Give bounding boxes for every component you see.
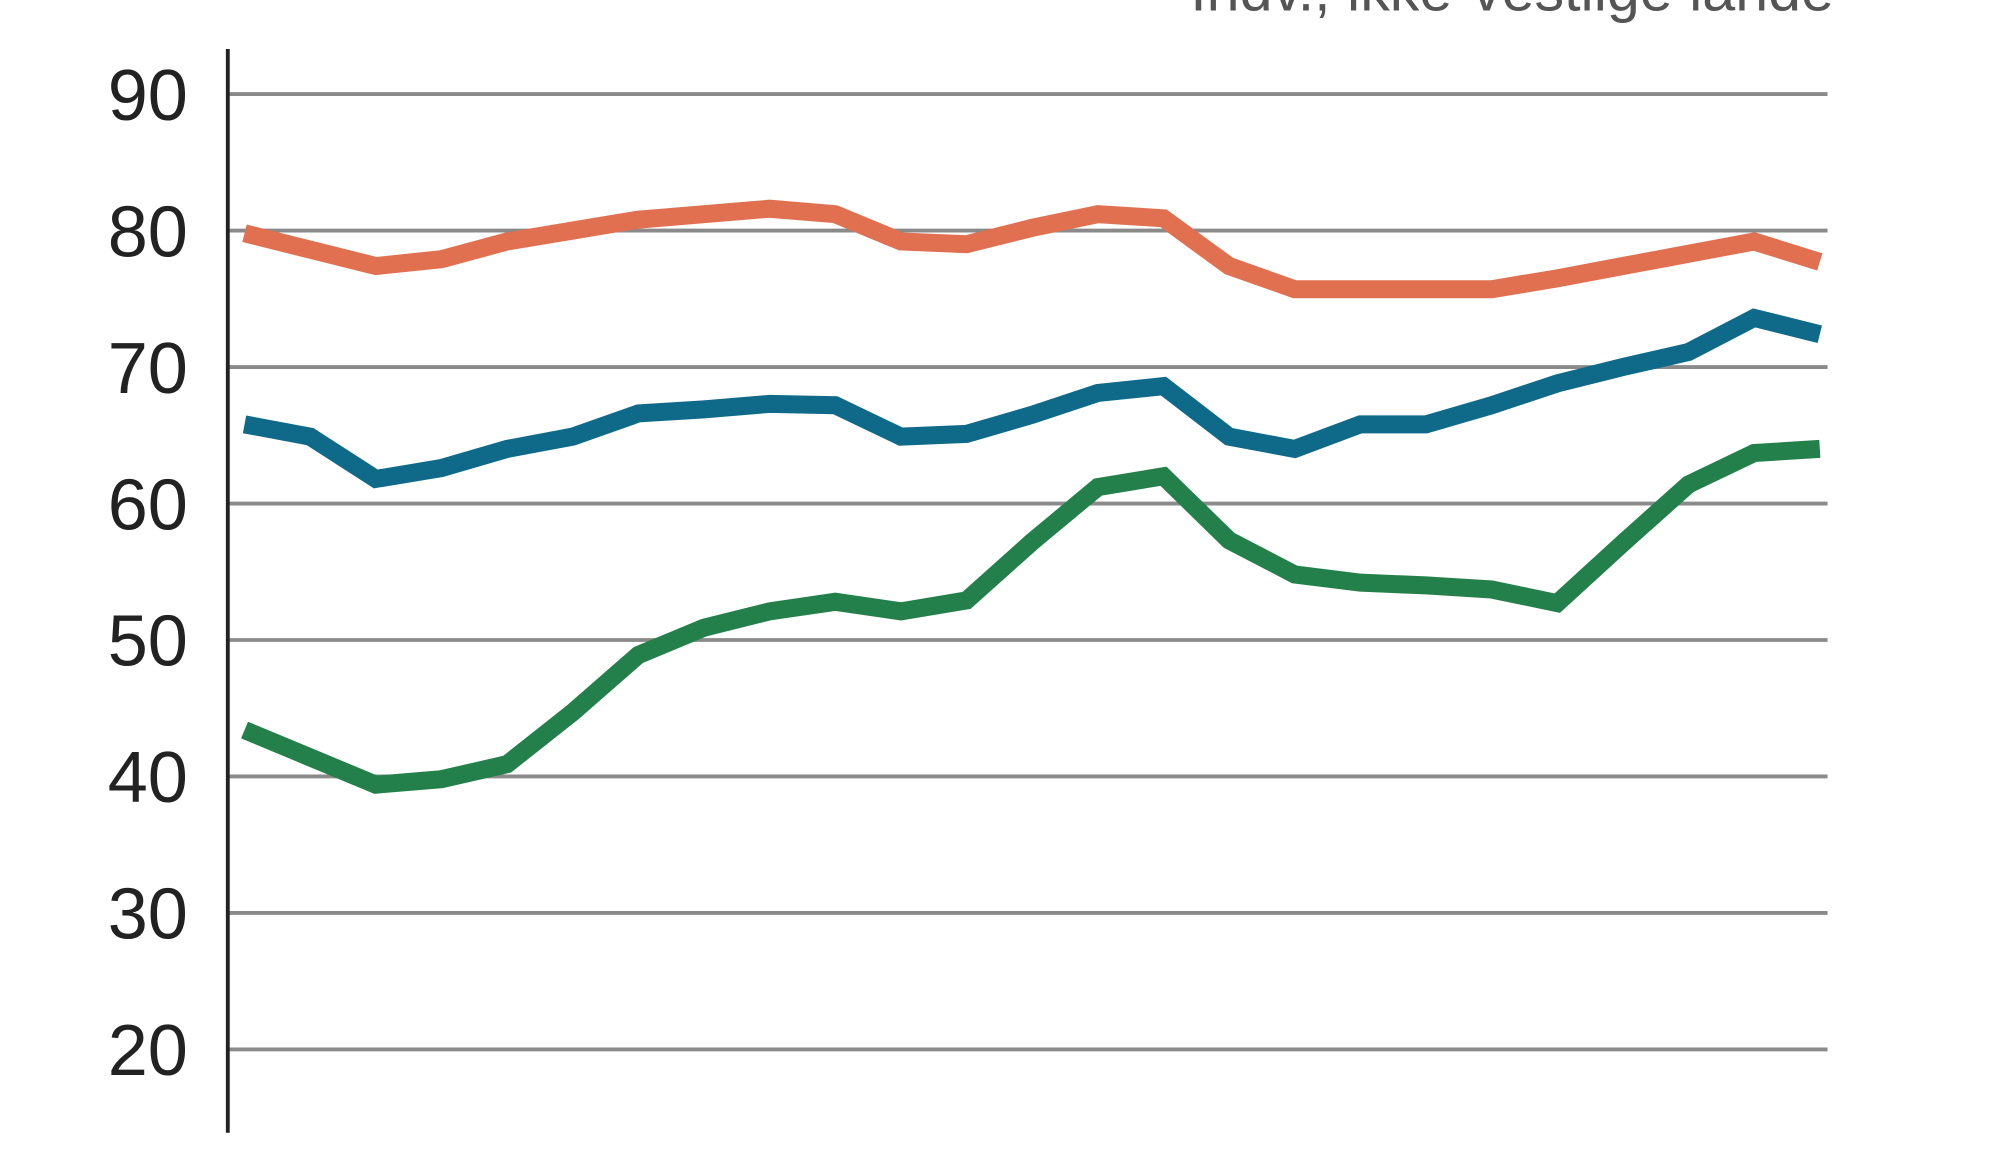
- annotation: Indv., ikke-vestlige lande: [1190, 0, 1834, 23]
- series-line: [241, 439, 1821, 794]
- y-tick-label: 40: [108, 738, 188, 818]
- y-tick-label: 70: [108, 329, 188, 409]
- y-tick-label: 50: [108, 602, 188, 682]
- y-tick-label: 90: [108, 56, 188, 136]
- y-tick-label: 30: [108, 875, 188, 955]
- series-line: [242, 199, 1823, 299]
- y-tick-label: 20: [108, 1011, 188, 1091]
- y-tick-label: 80: [108, 192, 188, 272]
- y-tick-label: 60: [108, 465, 188, 545]
- series-line: [242, 308, 1823, 489]
